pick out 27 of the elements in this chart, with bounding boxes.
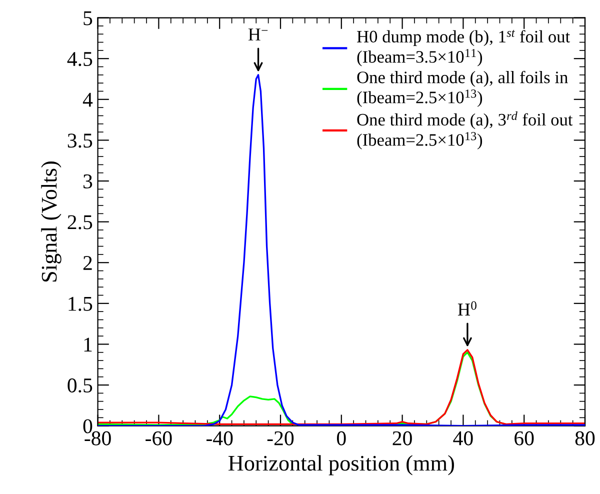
y-tick-label: 2.5 [68, 215, 92, 230]
y-tick-label: 0.5 [68, 378, 92, 393]
legend-label: One third mode (a), all foils in (Ibeam=2.5×10$^{13}$) [357, 70, 568, 107]
y-tick-label: 0 [83, 419, 92, 434]
y-tick-label: 1.5 [68, 296, 92, 311]
y-tick-label: 2 [83, 256, 92, 270]
y-tick-label: 3.5 [68, 134, 92, 148]
text: H0 dump mode (b), 1$^{st}$ foil out (Ibeam=3.5×10$^{11}$) [357, 30, 570, 66]
y-tick-label: 5 [84, 11, 92, 26]
x-tick-label: 0 [336, 431, 346, 446]
x-tick-label: 80 [575, 431, 595, 446]
x-tick-label: -20 [267, 431, 294, 446]
x-tick-label: -40 [206, 431, 233, 446]
x-tick-label: 60 [514, 431, 534, 446]
y-tick-label: 1 [84, 338, 92, 352]
y-tick-label: 4 [82, 92, 93, 107]
x-tick-label: 40 [453, 431, 473, 446]
x-tick-label: -60 [146, 431, 172, 446]
text: One third mode (a), 3$^{rd}$ foil out (Ibeam=2.5×10$^{13}$) [357, 111, 573, 150]
x-tick-label: 20 [392, 431, 412, 446]
y-tick-label: 4.5 [67, 52, 92, 66]
annotation: H$^{−}$ [248, 28, 268, 40]
x-axis-title: Horizontal position (mm) [228, 455, 454, 476]
annotation: H$^{0}$ [458, 301, 476, 316]
y-tick-label: 3 [84, 174, 92, 188]
y-axis-title: Signal (Volts) [41, 162, 62, 282]
x-tick-label: -80 [84, 431, 111, 446]
